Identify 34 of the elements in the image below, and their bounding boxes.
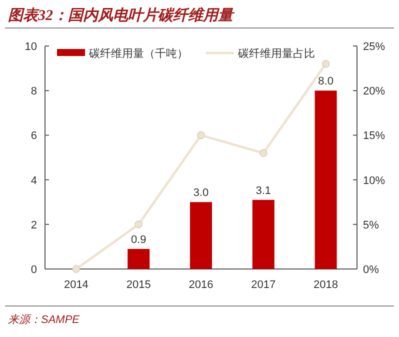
y2-tick-label: 25%	[363, 41, 386, 53]
y2-tick-label: 0%	[363, 264, 380, 276]
point	[72, 265, 80, 273]
y-tick-label: 6	[30, 130, 37, 142]
point	[322, 60, 330, 68]
bar	[314, 90, 337, 269]
y2-tick-label: 10%	[363, 174, 386, 187]
y-tick-label: 4	[30, 174, 37, 187]
y-tick-label: 10	[24, 41, 37, 53]
y2-tick-label: 20%	[363, 86, 386, 98]
bar	[252, 200, 274, 269]
point	[134, 220, 142, 228]
point	[260, 149, 268, 157]
point	[197, 131, 205, 140]
data-label: 0.9	[130, 234, 146, 246]
x-tick-label: 2015	[126, 279, 151, 291]
legend-label: 碳纤维用量（千吨）	[88, 47, 188, 60]
data-label: 3.0	[193, 187, 209, 200]
y-tick-label: 2	[30, 219, 37, 232]
x-tick-label: 2018	[314, 279, 338, 291]
source-note: 来源：SAMPE	[8, 313, 80, 326]
bar	[128, 248, 150, 269]
y-tick-label: 0	[30, 264, 37, 276]
y2-tick-label: 15%	[363, 130, 386, 142]
bar	[190, 202, 212, 269]
legend-label: 碳纤维用量占比	[237, 47, 315, 60]
data-label: 3.1	[256, 184, 272, 197]
y2-tick-label: 5%	[363, 219, 380, 232]
x-tick-label: 2017	[251, 279, 276, 291]
x-tick-label: 2016	[188, 279, 214, 291]
chart-title: 图表32：国内风电叶片碳纤维用量	[8, 6, 235, 24]
y-tick-label: 8	[30, 86, 37, 98]
x-tick-label: 2014	[64, 279, 88, 291]
data-label: 8.0	[318, 76, 334, 88]
